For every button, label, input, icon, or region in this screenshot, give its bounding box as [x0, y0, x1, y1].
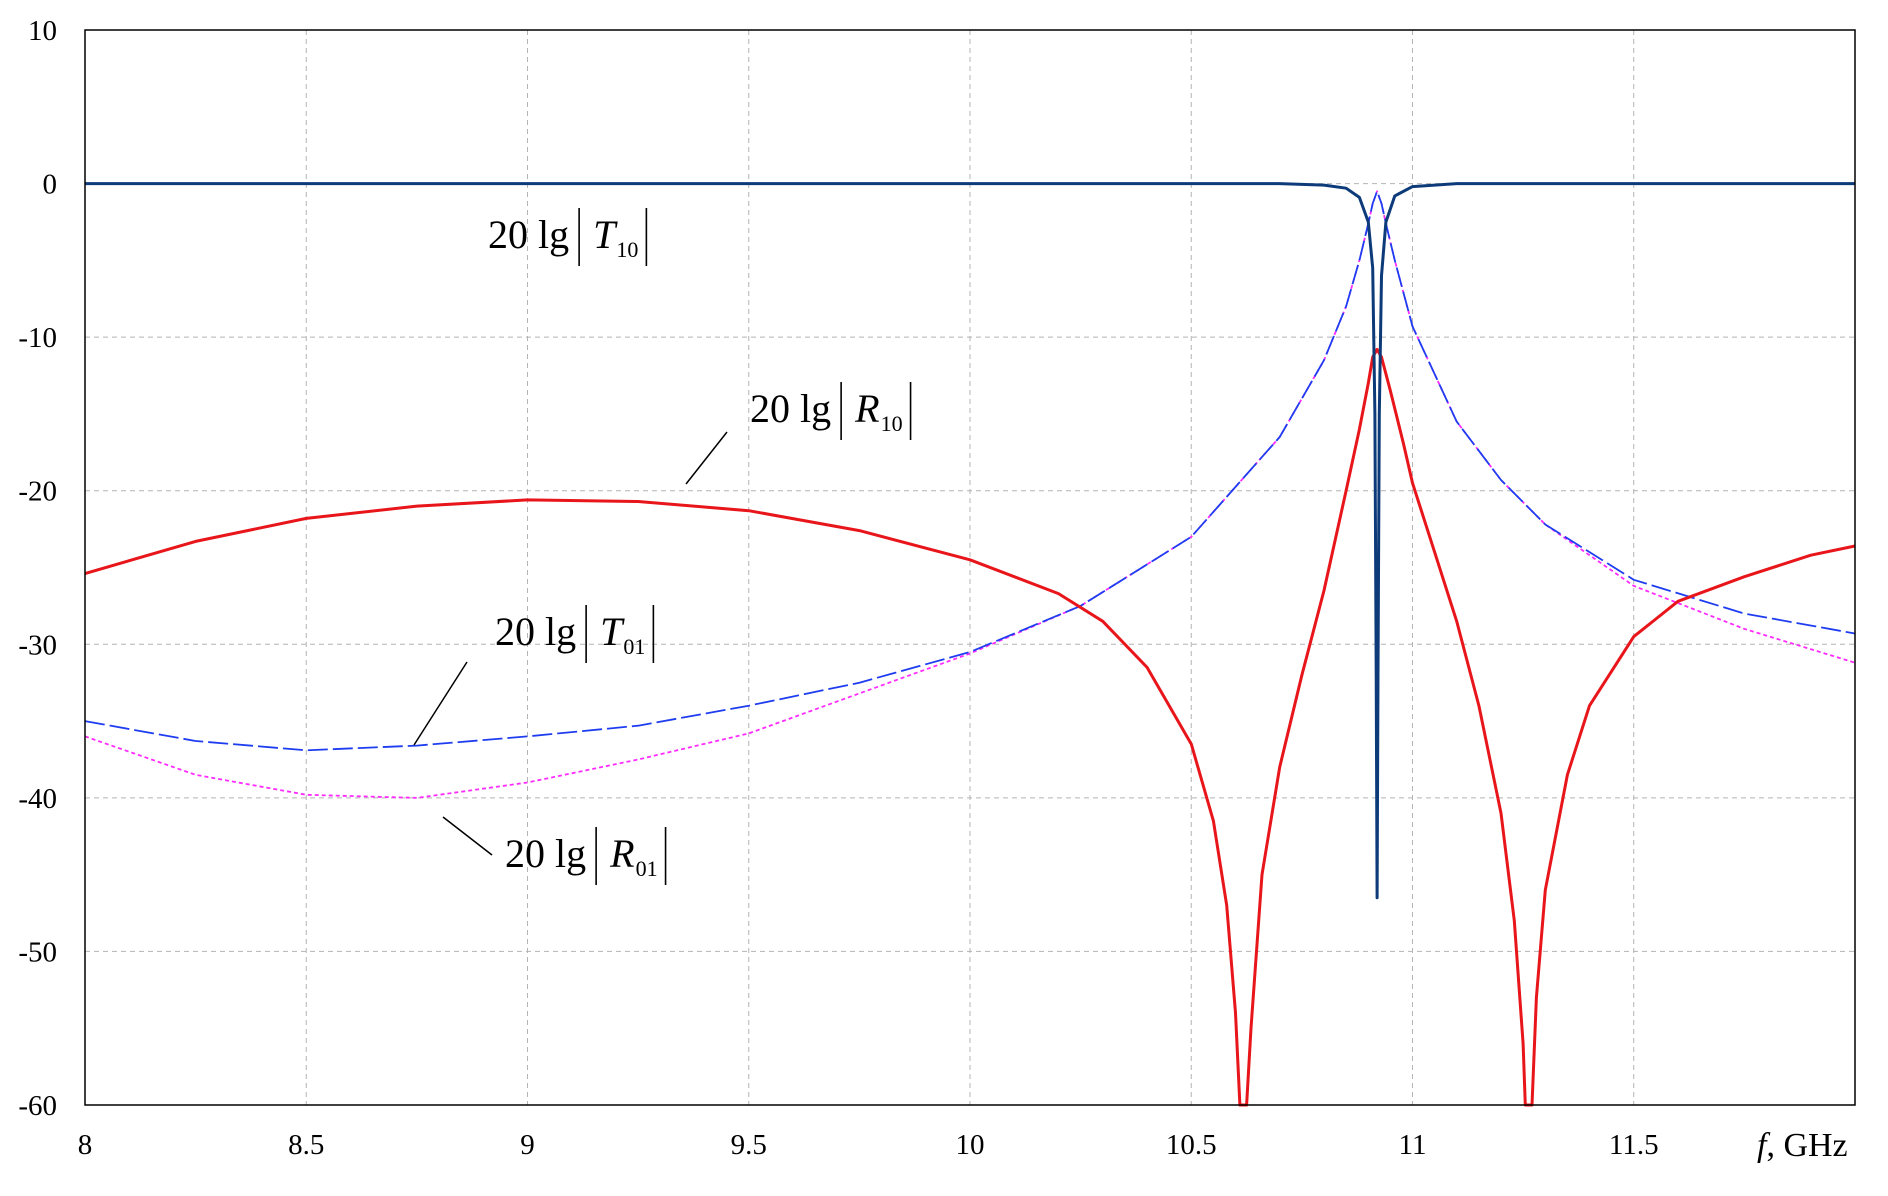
curve-label-text: 20 lg T01: [495, 609, 645, 659]
x-tick-label: 10.5: [1166, 1129, 1217, 1161]
x-tick-label: 11.5: [1609, 1129, 1659, 1161]
axis-ticks: 8 8.5 9 9.5 10 10.5 11 11.5 10 0 -10 -20 -30 -40 -50 -6…: [18, 15, 1658, 1161]
leader-line: [442, 816, 493, 856]
series-line-R10: [84, 347, 1856, 1107]
y-tick-label: -20: [18, 476, 57, 508]
x-tick-label: 9: [520, 1129, 535, 1161]
leader-line: [413, 661, 468, 746]
x-tick-label: 8: [78, 1129, 93, 1161]
curve-label-text: 20 lg T10: [488, 212, 638, 262]
curves: [84, 182, 1856, 1107]
curve-annotations: 20 lg T10 20 lg R10 20 lg T01 20 lg R01: [413, 208, 912, 885]
y-tick-label: -50: [18, 936, 57, 968]
y-tick-label: -30: [18, 629, 57, 661]
x-axis-unit: , GHz: [1766, 1127, 1847, 1164]
x-axis-title: f, GHz: [1757, 1127, 1848, 1164]
y-tick-label: 10: [28, 15, 57, 47]
y-tick-label: -10: [18, 322, 57, 354]
x-tick-label: 9.5: [731, 1129, 767, 1161]
series-line-T01: [84, 190, 1856, 752]
curve-label-text: 20 lg R01: [505, 831, 658, 881]
curve-label-T10: 20 lg T10: [488, 208, 648, 266]
grid: [85, 30, 1855, 1105]
x-tick-label: 8.5: [288, 1129, 324, 1161]
plot-frame: [84, 29, 1856, 1106]
y-tick-label: 0: [43, 169, 58, 201]
curve-label-text: 20 lg R10: [750, 386, 903, 436]
x-tick-label: 10: [956, 1129, 985, 1161]
x-tick-label: 11: [1399, 1129, 1427, 1161]
leader-line: [685, 431, 728, 485]
curve-label-T01: 20 lg T01: [413, 605, 655, 746]
y-tick-label: -40: [18, 783, 57, 815]
curve-label-R10: 20 lg R10: [685, 382, 912, 485]
y-tick-label: -60: [18, 1090, 57, 1122]
curve-label-R01: 20 lg R01: [442, 816, 667, 885]
series-line-T10: [85, 182, 1855, 900]
